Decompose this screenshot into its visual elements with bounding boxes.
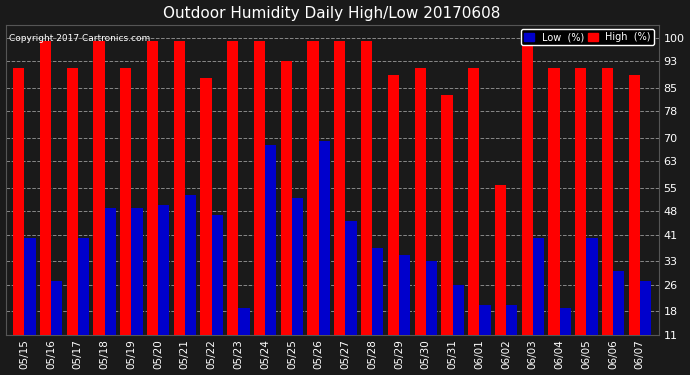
Bar (346, 221, 357, 335)
Bar (239, 308, 250, 335)
Bar (415, 68, 426, 335)
Bar (13, 68, 24, 335)
Bar (185, 195, 196, 335)
Bar (227, 41, 239, 335)
Bar (334, 41, 346, 335)
Bar (131, 208, 143, 335)
Bar (24, 238, 35, 335)
Bar (174, 41, 185, 335)
Bar (361, 41, 372, 335)
Title: Outdoor Humidity Daily High/Low 20170608: Outdoor Humidity Daily High/Low 20170608 (164, 6, 501, 21)
Bar (292, 198, 303, 335)
Bar (147, 41, 158, 335)
Bar (120, 68, 131, 335)
Bar (426, 261, 437, 335)
Bar (453, 285, 464, 335)
Bar (281, 61, 292, 335)
Bar (212, 214, 223, 335)
Bar (78, 238, 89, 335)
Bar (66, 68, 78, 335)
Legend: Low  (%), High  (%): Low (%), High (%) (521, 29, 653, 45)
Text: Copyright 2017 Cartronics.com: Copyright 2017 Cartronics.com (9, 34, 150, 43)
Bar (560, 308, 571, 335)
Bar (442, 94, 453, 335)
Bar (629, 75, 640, 335)
Bar (640, 281, 651, 335)
Bar (506, 305, 518, 335)
Bar (51, 281, 62, 335)
Bar (575, 68, 586, 335)
Bar (40, 41, 51, 335)
Bar (372, 248, 384, 335)
Bar (308, 41, 319, 335)
Bar (158, 205, 169, 335)
Bar (613, 272, 624, 335)
Bar (586, 238, 598, 335)
Bar (399, 255, 411, 335)
Bar (388, 75, 399, 335)
Bar (200, 78, 212, 335)
Bar (602, 68, 613, 335)
Bar (468, 68, 480, 335)
Bar (480, 305, 491, 335)
Bar (265, 145, 277, 335)
Bar (93, 41, 105, 335)
Bar (319, 141, 330, 335)
Bar (522, 41, 533, 335)
Bar (533, 238, 544, 335)
Bar (105, 208, 116, 335)
Bar (254, 41, 265, 335)
Bar (549, 68, 560, 335)
Bar (495, 184, 506, 335)
